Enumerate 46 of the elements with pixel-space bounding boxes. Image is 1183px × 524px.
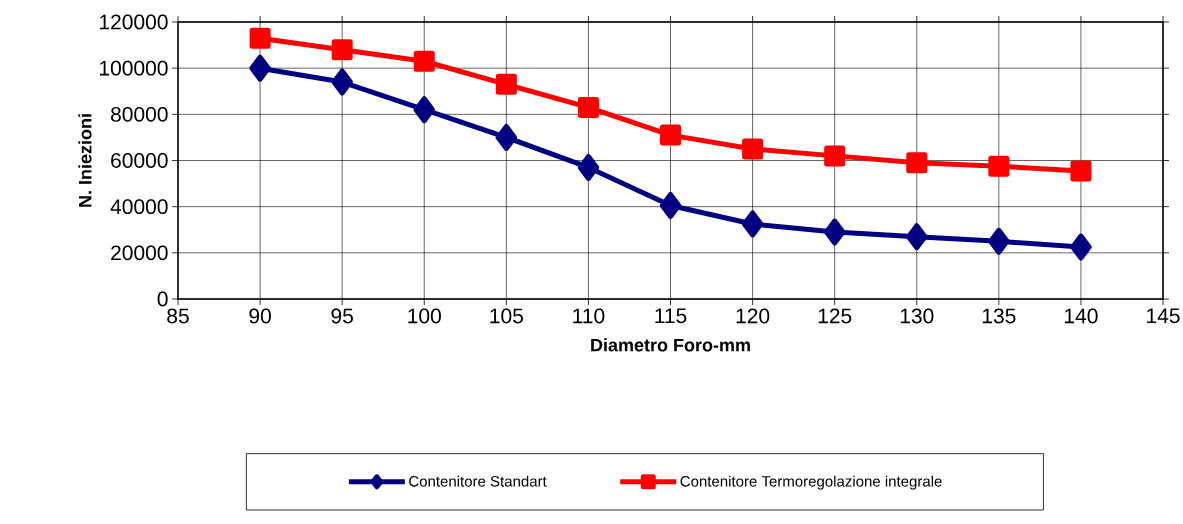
point <box>823 218 846 246</box>
x-tick-label: 85 <box>167 308 189 324</box>
legend-label: Contenitore Standart <box>409 475 547 487</box>
point <box>824 145 846 167</box>
y-tick-label: 40000 <box>110 199 168 215</box>
x-tick-label: 125 <box>818 308 852 324</box>
point <box>577 96 599 118</box>
point <box>249 54 271 82</box>
point <box>741 210 764 238</box>
y-tick-label: 20000 <box>111 245 168 261</box>
x-tick-label: 115 <box>655 308 687 324</box>
point <box>495 123 518 151</box>
point <box>413 96 435 124</box>
x-tick-label: 90 <box>249 308 271 324</box>
point <box>906 223 928 251</box>
point <box>906 152 928 174</box>
point <box>413 50 435 72</box>
point <box>988 227 1010 255</box>
point <box>249 27 271 49</box>
point <box>1070 160 1092 182</box>
y-tick-label: 80000 <box>110 106 168 122</box>
point <box>1070 233 1092 261</box>
point <box>660 124 681 146</box>
point <box>495 73 517 95</box>
point <box>988 155 1010 177</box>
point <box>331 68 353 96</box>
x-axis-title: Diametro Foro-mm <box>591 338 750 352</box>
y-tick-label: 60000 <box>111 153 168 168</box>
y-axis-title: N. Iniezioni <box>78 114 92 207</box>
x-tick-label: 105 <box>490 308 523 324</box>
y-tick-label: 120000 <box>100 14 168 30</box>
x-tick-label: 95 <box>331 308 353 324</box>
x-tick-label: 110 <box>573 308 605 324</box>
point <box>331 39 353 61</box>
point <box>577 153 600 181</box>
x-tick-label: 100 <box>408 308 441 324</box>
y-tick-label: 100000 <box>100 60 168 76</box>
x-tick-label: 145 <box>1147 308 1180 324</box>
point <box>742 138 764 160</box>
x-tick-label: 140 <box>1065 308 1098 324</box>
x-tick-label: 120 <box>736 308 770 324</box>
y-tick-label: 0 <box>157 291 168 307</box>
x-tick-label: 135 <box>982 308 1016 324</box>
point <box>659 192 682 220</box>
x-tick-label: 130 <box>900 308 934 324</box>
legend-label: Contenitore Termoregolazione integrale <box>680 475 942 490</box>
